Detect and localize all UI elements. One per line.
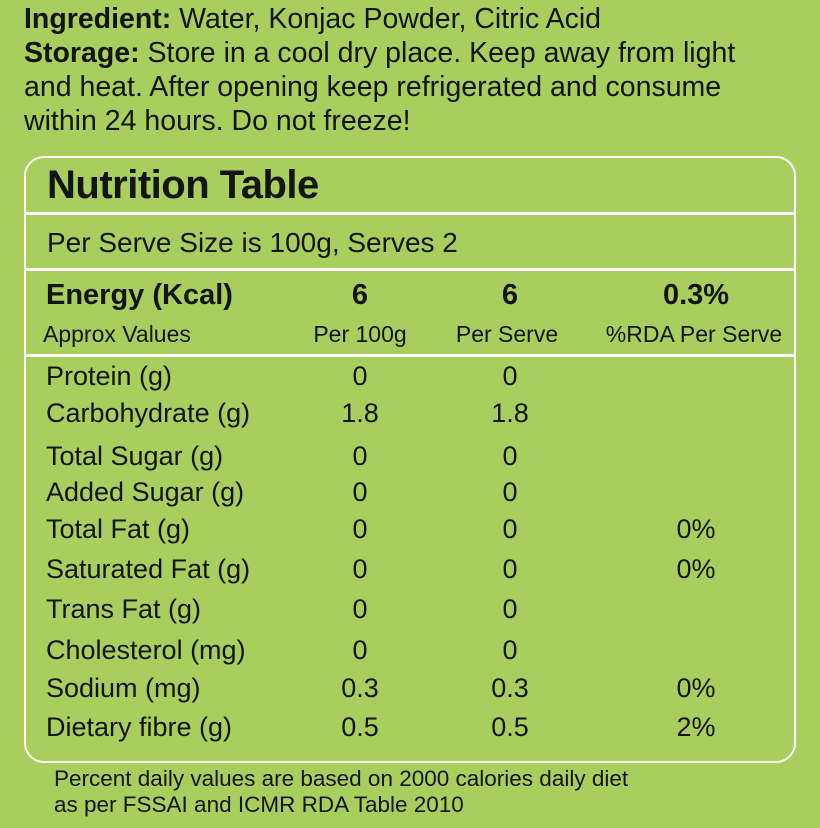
nutrient-per-100g: 0	[352, 635, 368, 665]
nutrient-per-100g: 0	[352, 554, 368, 584]
serve-divider	[24, 268, 796, 271]
footnote-line-2: as per FSSAI and ICMR RDA Table 2010	[54, 792, 464, 817]
header-per-serve: Per Serve	[455, 321, 559, 347]
nutrient-per-100g: 1.8	[341, 398, 379, 428]
ingredient-text: Water, Konjac Powder, Citric Acid	[179, 3, 602, 35]
nutrient-label: Total Fat (g)	[46, 514, 191, 544]
ingredient-line: Ingredient: Water, Konjac Powder, Citric…	[24, 2, 814, 36]
storage-line-1: Storage: Store in a cool dry place. Keep…	[24, 36, 814, 70]
energy-per-serve: 6	[501, 279, 519, 311]
nutrient-rda: 0%	[676, 673, 716, 703]
nutrient-label: Cholesterol (mg)	[46, 635, 246, 665]
energy-rda: 0.3%	[662, 279, 730, 311]
nutrient-rda: 0%	[676, 514, 716, 544]
ingredient-label: Ingredient:	[24, 3, 172, 35]
nutrient-label: Sodium (mg)	[46, 673, 201, 703]
nutrient-rda: 2%	[676, 712, 716, 742]
nutrient-label: Added Sugar (g)	[46, 477, 245, 507]
nutrient-per-100g: 0	[352, 514, 368, 544]
title-divider	[24, 212, 796, 215]
storage-label: Storage:	[24, 37, 140, 69]
nutrient-per-100g: 0.5	[341, 712, 379, 742]
nutrient-label: Saturated Fat (g)	[46, 554, 251, 584]
nutrient-label: Trans Fat (g)	[46, 594, 202, 624]
storage-line-2: and heat. After opening keep refrigerate…	[24, 71, 722, 103]
header-rda-per-serve: %RDA Per Serve	[605, 321, 783, 347]
header-approx-values: Approx Values	[43, 321, 191, 347]
nutrient-label: Carbohydrate (g)	[46, 398, 251, 428]
nutrient-label: Total Sugar (g)	[46, 441, 224, 471]
nutrient-per-serve: 0	[502, 554, 518, 584]
nutrient-per-100g: 0	[352, 441, 368, 471]
nutrient-per-serve: 0	[502, 477, 518, 507]
nutrient-label: Protein (g)	[46, 361, 173, 391]
nutrient-per-100g: 0	[352, 477, 368, 507]
nutrient-per-serve: 1.8	[491, 398, 529, 428]
header-per-100g: Per 100g	[313, 321, 407, 347]
nutrient-rda: 0%	[676, 554, 716, 584]
nutrient-per-serve: 0.5	[491, 712, 529, 742]
header-divider	[24, 354, 796, 357]
nutrient-label: Dietary fibre (g)	[46, 712, 233, 742]
nutrient-per-100g: 0	[352, 594, 368, 624]
storage-text-1: Store in a cool dry place. Keep away fro…	[147, 37, 736, 69]
nutrient-per-serve: 0.3	[491, 673, 529, 703]
nutrient-per-serve: 0	[502, 635, 518, 665]
serve-size-info: Per Serve Size is 100g, Serves 2	[47, 227, 458, 258]
nutrient-per-serve: 0	[502, 514, 518, 544]
energy-per-100g: 6	[351, 279, 369, 311]
energy-label: Energy (Kcal)	[46, 279, 233, 311]
nutrient-per-serve: 0	[502, 361, 518, 391]
nutrition-table-panel	[24, 156, 796, 763]
nutrient-per-serve: 0	[502, 594, 518, 624]
nutrient-per-100g: 0	[352, 361, 368, 391]
footnote: Percent daily values are based on 2000 c…	[54, 766, 628, 818]
ingredients-storage-text: Ingredient: Water, Konjac Powder, Citric…	[24, 2, 814, 138]
nutrition-table-title: Nutrition Table	[47, 163, 319, 207]
nutrient-per-100g: 0.3	[341, 673, 379, 703]
nutrient-per-serve: 0	[502, 441, 518, 471]
storage-line-3: within 24 hours. Do not freeze!	[24, 105, 411, 137]
footnote-line-1: Percent daily values are based on 2000 c…	[54, 766, 629, 791]
